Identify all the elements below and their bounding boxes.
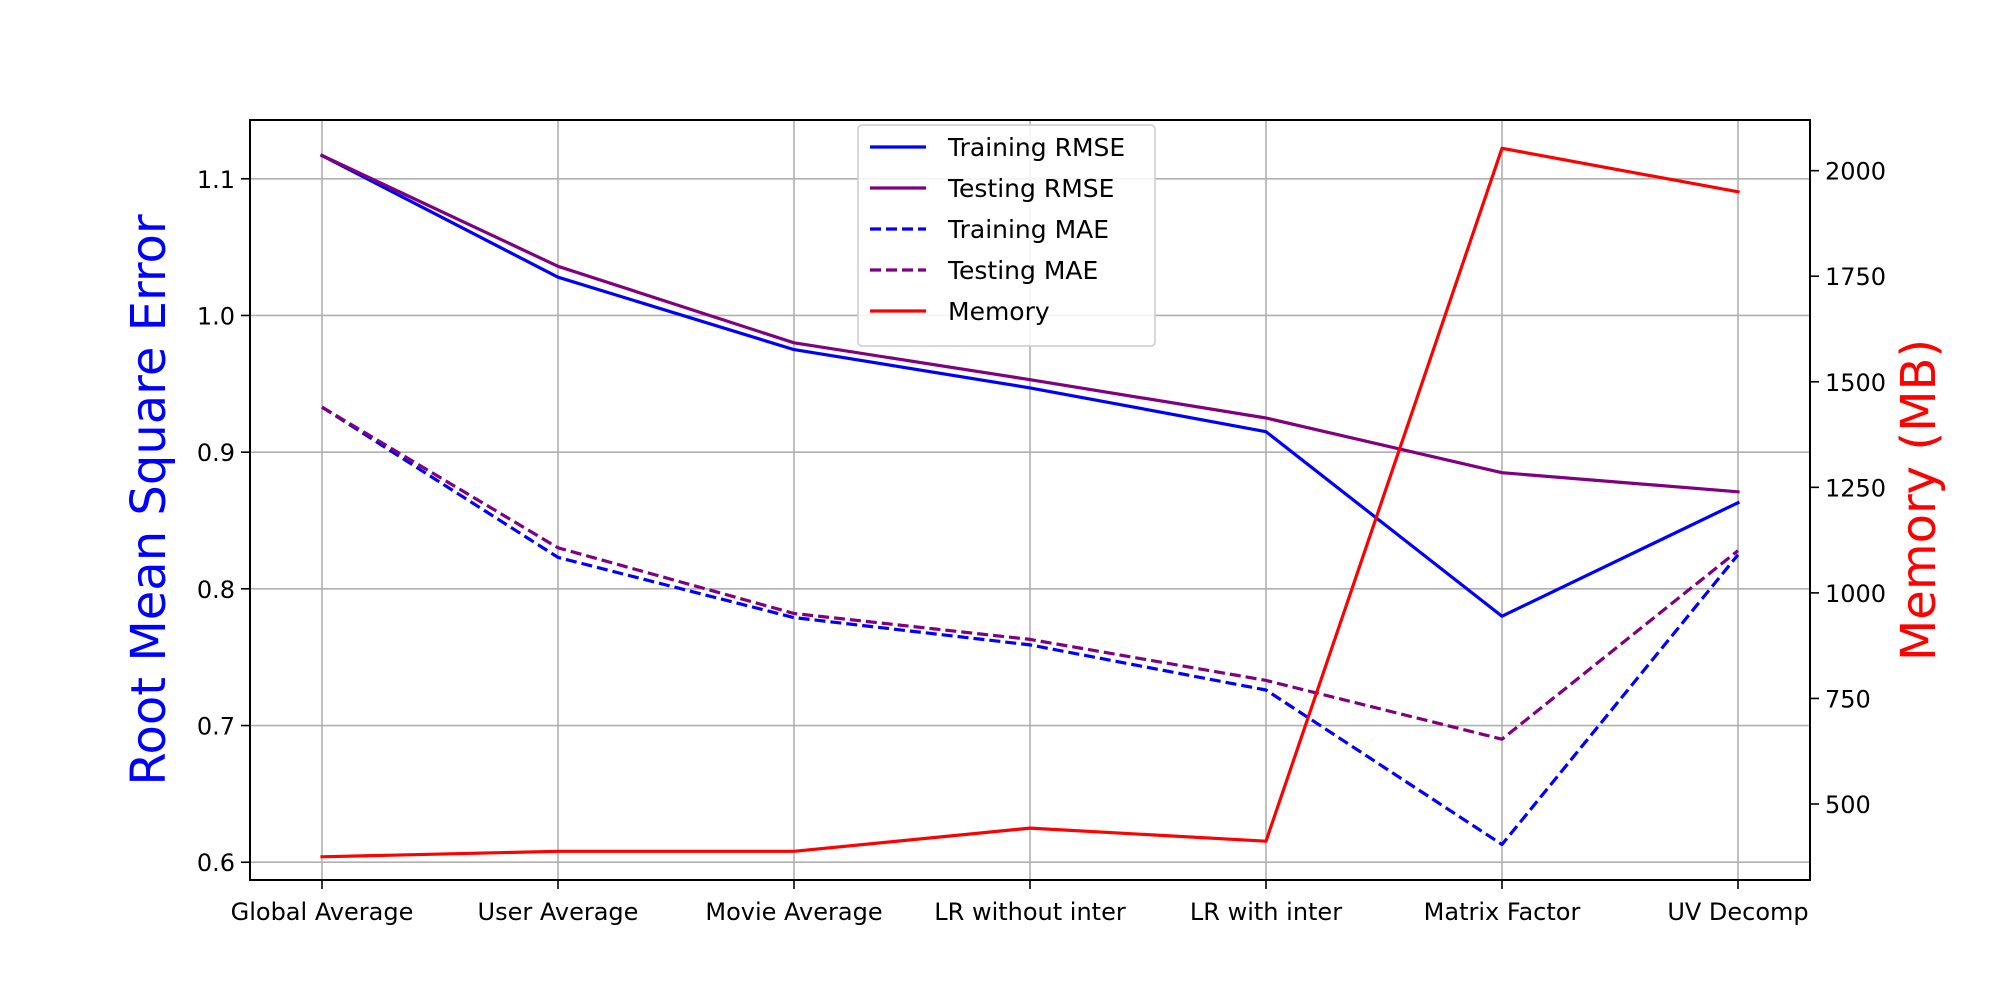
y2-tick-label: 750 (1825, 685, 1871, 713)
y-axis-title-right: Memory (MB) (1891, 339, 1947, 661)
grid (250, 120, 1810, 880)
x-tick-label: Movie Average (705, 898, 882, 926)
x-tick-label: LR with inter (1190, 898, 1342, 926)
legend-entry-label: Testing RMSE (947, 174, 1114, 203)
x-tick-label: Matrix Factor (1424, 898, 1581, 926)
plot-series (319, 146, 1741, 859)
y2-tick-label: 1000 (1825, 580, 1886, 608)
y-axis-left: 0.6 0.7 0.8 0.9 1.0 1.1 (197, 166, 250, 877)
y2-tick-label: 1250 (1825, 474, 1886, 502)
legend-entry-label: Memory (948, 297, 1050, 326)
y2-tick-label: 500 (1825, 791, 1871, 819)
y-tick-label: 1.0 (197, 302, 235, 330)
legend-entry-label: Training RMSE (947, 133, 1125, 162)
series-line-testing-mae (321, 405, 1739, 741)
series-line-memory (320, 146, 1740, 859)
legend-entry-label: Training MAE (947, 215, 1109, 244)
y2-tick-label: 1500 (1825, 369, 1886, 397)
y-axis-right: 500 750 1000 1250 1500 1750 2000 (1810, 158, 1886, 819)
series-line-training-mae (321, 405, 1740, 847)
y2-tick-label: 2000 (1825, 158, 1886, 186)
series-line-testing-rmse (319, 153, 1740, 494)
series-line-training-rmse (319, 153, 1741, 618)
y2-tick-label: 1750 (1825, 263, 1886, 291)
x-tick-label: LR without inter (934, 898, 1126, 926)
y-tick-label: 1.1 (197, 166, 235, 194)
legend: Training RMSE Testing RMSE Training MAE Tes… (857, 124, 1156, 347)
x-tick-label: User Average (478, 898, 639, 926)
y-tick-label: 0.8 (197, 576, 235, 604)
x-tick-label: UV Decomp (1667, 898, 1808, 926)
y-axis-title-left: Root Mean Square Error (121, 214, 177, 786)
legend-box (857, 124, 1156, 347)
x-axis: Global Average User Average Movie Average L… (231, 880, 1809, 926)
y-tick-label: 0.7 (197, 713, 235, 741)
y-tick-label: 0.9 (197, 439, 235, 467)
y-tick-label: 0.6 (197, 849, 235, 877)
x-tick-label: Global Average (231, 898, 414, 926)
legend-entry-label: Testing MAE (947, 256, 1098, 285)
